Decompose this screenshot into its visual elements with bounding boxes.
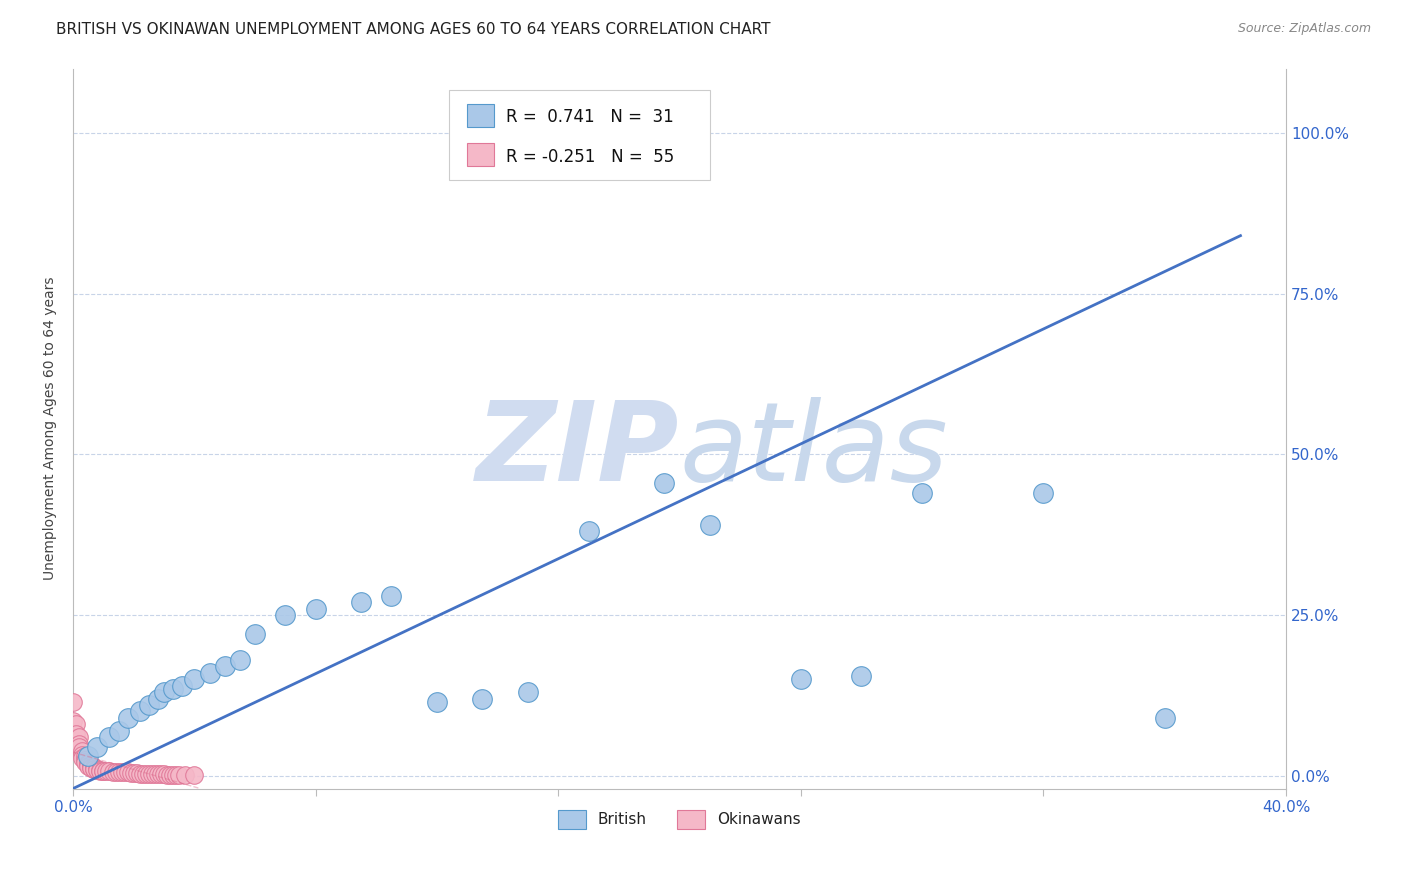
FancyBboxPatch shape: [467, 144, 494, 166]
Point: [165, 768, 187, 782]
Point: [65, 717, 87, 731]
Point: [62, 695, 84, 709]
Point: [143, 767, 166, 781]
Point: [67, 730, 90, 744]
Text: Source: ZipAtlas.com: Source: ZipAtlas.com: [1237, 22, 1371, 36]
Point: [153, 767, 176, 781]
Point: [426, 695, 449, 709]
Text: ZIP: ZIP: [477, 397, 679, 504]
Point: [86, 762, 108, 776]
Point: [80, 758, 103, 772]
Point: [122, 766, 145, 780]
Point: [132, 766, 155, 780]
Point: [162, 681, 184, 696]
Point: [1032, 485, 1054, 500]
Point: [138, 698, 160, 712]
Point: [146, 691, 169, 706]
Point: [138, 766, 160, 780]
Point: [911, 485, 934, 500]
Point: [86, 763, 108, 777]
Legend: British, Okinawans: British, Okinawans: [553, 804, 807, 835]
Point: [93, 764, 115, 778]
Point: [578, 524, 600, 539]
Point: [128, 766, 150, 780]
Point: [62, 714, 84, 728]
Point: [89, 764, 111, 778]
Text: R =  0.741   N =  31: R = 0.741 N = 31: [506, 108, 673, 127]
Point: [93, 764, 115, 779]
Text: R = -0.251   N =  55: R = -0.251 N = 55: [506, 148, 675, 166]
Point: [83, 762, 105, 776]
Point: [380, 589, 402, 603]
Point: [305, 601, 328, 615]
FancyBboxPatch shape: [467, 104, 494, 127]
Point: [96, 764, 118, 779]
Point: [183, 768, 205, 782]
Point: [790, 672, 813, 686]
Point: [98, 764, 121, 779]
Point: [77, 749, 100, 764]
Point: [156, 768, 179, 782]
Point: [98, 730, 121, 744]
Point: [77, 756, 100, 770]
Point: [471, 691, 494, 706]
Point: [89, 763, 111, 777]
Point: [128, 705, 150, 719]
Point: [104, 764, 127, 779]
Point: [350, 595, 373, 609]
Point: [70, 744, 93, 758]
Point: [67, 739, 90, 754]
Point: [135, 766, 157, 780]
Point: [75, 755, 97, 769]
Point: [167, 768, 190, 782]
Y-axis label: Unemployment Among Ages 60 to 64 years: Unemployment Among Ages 60 to 64 years: [44, 277, 58, 581]
Point: [107, 723, 129, 738]
Point: [83, 760, 105, 774]
Point: [274, 607, 297, 622]
Point: [198, 665, 221, 680]
Point: [80, 761, 103, 775]
Point: [75, 749, 97, 764]
Point: [70, 748, 93, 763]
Point: [183, 672, 205, 686]
Point: [146, 767, 169, 781]
Point: [77, 757, 100, 772]
Point: [110, 765, 132, 780]
Point: [77, 759, 100, 773]
Point: [159, 768, 181, 782]
Point: [516, 685, 538, 699]
Point: [80, 759, 103, 773]
Point: [83, 762, 105, 776]
Point: [851, 669, 873, 683]
Point: [153, 685, 176, 699]
Point: [243, 627, 266, 641]
Point: [120, 766, 142, 780]
Point: [141, 767, 163, 781]
Point: [172, 679, 194, 693]
Point: [114, 765, 136, 780]
Point: [117, 765, 139, 780]
Point: [150, 767, 173, 781]
Point: [125, 766, 148, 780]
Point: [86, 739, 108, 754]
Point: [65, 727, 87, 741]
Point: [75, 753, 97, 767]
Point: [117, 711, 139, 725]
Text: BRITISH VS OKINAWAN UNEMPLOYMENT AMONG AGES 60 TO 64 YEARS CORRELATION CHART: BRITISH VS OKINAWAN UNEMPLOYMENT AMONG A…: [56, 22, 770, 37]
Point: [67, 737, 90, 751]
Point: [1153, 711, 1175, 725]
Point: [101, 764, 124, 779]
Point: [162, 768, 184, 782]
FancyBboxPatch shape: [449, 90, 710, 180]
Text: atlas: atlas: [679, 397, 948, 504]
Point: [107, 764, 129, 779]
Point: [654, 476, 676, 491]
Point: [229, 653, 252, 667]
Point: [214, 659, 236, 673]
Point: [699, 518, 721, 533]
Point: [70, 750, 93, 764]
Point: [174, 768, 197, 782]
